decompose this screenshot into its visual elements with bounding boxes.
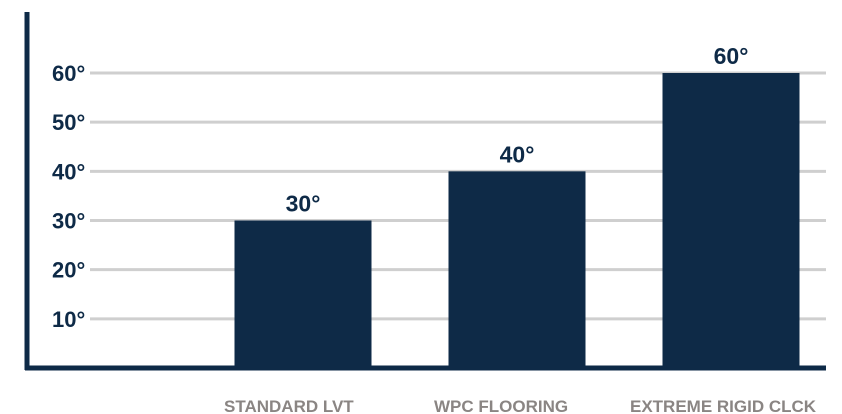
y-tick-label: 30°	[52, 209, 85, 234]
data-label: 30°	[286, 191, 321, 217]
bars	[234, 73, 800, 368]
y-tick-label: 50°	[52, 110, 85, 135]
bar	[234, 220, 372, 368]
category-label: WPC FLOORING	[434, 397, 568, 414]
bar	[448, 171, 586, 368]
data-label: 60°	[714, 43, 749, 69]
y-tick-label: 60°	[52, 61, 85, 86]
y-tick-label: 40°	[52, 159, 85, 184]
category-labels: STANDARD LVT WPC FLOORING EXTREME RIGID CL…	[224, 397, 817, 414]
axes	[24, 12, 826, 371]
y-tick-label: 20°	[52, 258, 85, 283]
bar	[662, 73, 800, 368]
category-label: EXTREME RIGID CLCK	[630, 397, 817, 414]
y-tick-label: 10°	[52, 307, 85, 332]
data-label: 40°	[500, 141, 535, 167]
data-labels: 30° 40° 60°	[286, 43, 749, 217]
category-label: STANDARD LVT	[224, 397, 354, 414]
y-tick-labels: 10° 20° 30° 40° 50° 60°	[52, 61, 85, 332]
